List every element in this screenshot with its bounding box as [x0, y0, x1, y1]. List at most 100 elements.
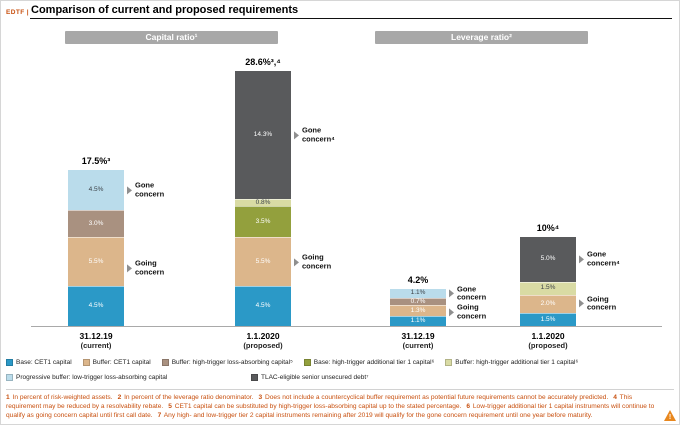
- bar-segment: 0.7%: [390, 298, 446, 305]
- annotation-arrow-icon: [127, 264, 132, 273]
- legend-item: Buffer: high-trigger additional tier 1 c…: [445, 359, 578, 366]
- bar-segment: 4.5%: [68, 285, 124, 326]
- footnote-number: 4: [613, 394, 617, 401]
- legend-item: Buffer: high-trigger loss-absorbing capi…: [161, 359, 293, 366]
- concern-annotation: Going concern: [294, 252, 342, 271]
- legend-swatch: [6, 374, 13, 381]
- bar-segment: 1.1%: [390, 288, 446, 299]
- bar-total-label: 17.5%³: [81, 156, 111, 167]
- footnote-number: 2: [117, 394, 122, 401]
- x-axis-label: 1.1.2020 (proposed): [503, 331, 593, 350]
- concern-annotation-label: Gone concern⁴: [302, 125, 335, 144]
- edtf-tag: EDTF |: [6, 9, 29, 16]
- concern-annotation: Going concern: [449, 302, 497, 321]
- legend-item: Base: high-trigger additional tier 1 cap…: [303, 359, 435, 366]
- concern-annotation: Gone concern: [127, 181, 175, 199]
- legend-label: Base: high-trigger additional tier 1 cap…: [313, 359, 435, 366]
- legend-item: Base: CET1 capital: [6, 359, 72, 366]
- legend-swatch: [445, 359, 453, 366]
- footnote-text: Does not include a countercyclical buffe…: [263, 394, 609, 401]
- title-rule: [30, 18, 672, 19]
- annotation-arrow-icon: [294, 258, 299, 267]
- bar-segment: 1.5%: [520, 281, 576, 295]
- legend-item: Buffer: CET1 capital: [82, 359, 151, 366]
- bar-segment: 5.0%: [520, 237, 576, 282]
- bar-segment: 1.3%: [390, 304, 446, 317]
- footnote-text: Any high- and low-trigger tier 2 capital…: [162, 412, 593, 420]
- legend-label: Buffer: high-trigger additional tier 1 c…: [455, 359, 579, 366]
- legend-swatch: [6, 359, 13, 366]
- bar-total-label: 28.6%³,⁴: [245, 57, 281, 68]
- footnote-number: 6: [466, 403, 471, 411]
- legend-item: Progressive buffer: low-trigger loss-abs…: [6, 374, 240, 381]
- legend-label: Buffer: high-trigger loss-absorbing capi…: [171, 359, 293, 366]
- annotation-arrow-icon: [294, 131, 299, 140]
- footnote-number: 1: [6, 394, 10, 401]
- footnote: 7 Any high- and low-trigger tier 2 capit…: [158, 412, 593, 419]
- footnotes: 1 In percent of risk-weighted assets. 2 I…: [6, 389, 674, 421]
- annotation-arrow-icon: [449, 308, 454, 317]
- bar-segment: 3.0%: [68, 210, 124, 237]
- footnote: 5 CET1 capital can be substituted by hig…: [168, 403, 461, 410]
- concern-annotation-label: Going concern: [587, 294, 617, 312]
- section-header-leverage-ratio: Leverage ratio²: [375, 31, 588, 44]
- chart-baseline: [31, 326, 662, 327]
- page-title: Comparison of current and proposed requi…: [31, 4, 299, 16]
- legend-swatch: [303, 359, 311, 366]
- legend-swatch: [82, 359, 90, 366]
- footnote-text: This requirement may be reduced by a res…: [6, 394, 633, 411]
- footnote: 1 In percent of risk-weighted assets.: [6, 394, 113, 401]
- legend-label: TLAC-eligible senior unsecured debt⁷: [261, 374, 369, 381]
- concern-annotation: Gone concern⁴: [294, 126, 342, 143]
- x-axis-date: 1.1.2020: [246, 331, 280, 341]
- annotation-arrow-icon: [579, 255, 584, 264]
- section-header-capital-ratio: Capital ratio¹: [65, 31, 278, 44]
- x-axis-regime: (proposed): [243, 341, 283, 350]
- footnote: 2 In percent of the leverage ratio denom…: [118, 394, 254, 401]
- chart-legend: Base: CET1 capital Buffer: CET1 capital Bu…: [6, 355, 674, 385]
- concern-annotation: Going concern: [127, 258, 175, 277]
- bar-segment: 14.3%: [235, 71, 291, 199]
- footnote: 3 Does not include a countercyclical buf…: [258, 394, 608, 401]
- bar-segment: 3.5%: [235, 205, 291, 237]
- footnote: 6 Low-trigger additional tier 1 capital …: [6, 403, 654, 419]
- footnote-text: CET1 capital can be substituted by high-…: [172, 403, 462, 411]
- footnote-number: 5: [168, 403, 172, 411]
- bar-segment: 4.5%: [235, 285, 291, 326]
- x-axis-label: 1.1.2020 (proposed): [218, 331, 308, 350]
- warning-icon: !: [664, 410, 676, 421]
- bar-segment: 0.8%: [235, 198, 291, 206]
- concern-annotation: Going concern: [579, 294, 627, 312]
- x-axis-date: 31.12.19: [79, 331, 113, 341]
- stacked-bar: 5.0% 1.5% 2.0% 1.5%: [520, 237, 576, 326]
- concern-annotation-label: Gone concern: [457, 283, 487, 302]
- legend-row: Progressive buffer: low-trigger loss-abs…: [6, 370, 674, 385]
- legend-label: Progressive buffer: low-trigger loss-abs…: [16, 374, 168, 381]
- concern-annotation-label: Gone concern⁴: [587, 249, 620, 268]
- concern-annotation-label: Going concern: [135, 258, 165, 277]
- bar-segment: 1.1%: [390, 316, 446, 326]
- concern-annotation-label: Going concern: [302, 252, 332, 271]
- bar-segment: 5.5%: [235, 236, 291, 286]
- x-axis-date: 1.1.2020: [531, 331, 565, 341]
- footnote-text: In percent of the leverage ratio denomin…: [122, 394, 254, 401]
- x-axis-regime: (current): [402, 341, 434, 350]
- bar-total-label: 10%⁴: [536, 223, 560, 233]
- bar-segment: 4.5%: [68, 170, 124, 211]
- x-axis-date: 31.12.19: [401, 331, 435, 341]
- legend-row: Base: CET1 capital Buffer: CET1 capital Bu…: [6, 355, 674, 370]
- footnote-text: Low-trigger additional tier 1 capital in…: [6, 403, 655, 420]
- annotation-arrow-icon: [449, 289, 454, 298]
- legend-label: Buffer: CET1 capital: [92, 359, 151, 366]
- annotation-arrow-icon: [579, 299, 584, 308]
- footnote: 4 This requirement may be reduced by a r…: [6, 394, 632, 410]
- concern-annotation: Gone concern⁴: [579, 249, 627, 268]
- concern-annotation: Gone concern: [449, 283, 497, 302]
- concern-annotation-label: Going concern: [457, 302, 487, 321]
- footnote-text: In percent of risk-weighted assets.: [10, 394, 113, 401]
- bar-segment: 5.5%: [68, 236, 124, 286]
- x-axis-regime: (current): [80, 341, 112, 350]
- footnote-number: 7: [157, 412, 162, 420]
- footnote-number: 3: [258, 394, 263, 401]
